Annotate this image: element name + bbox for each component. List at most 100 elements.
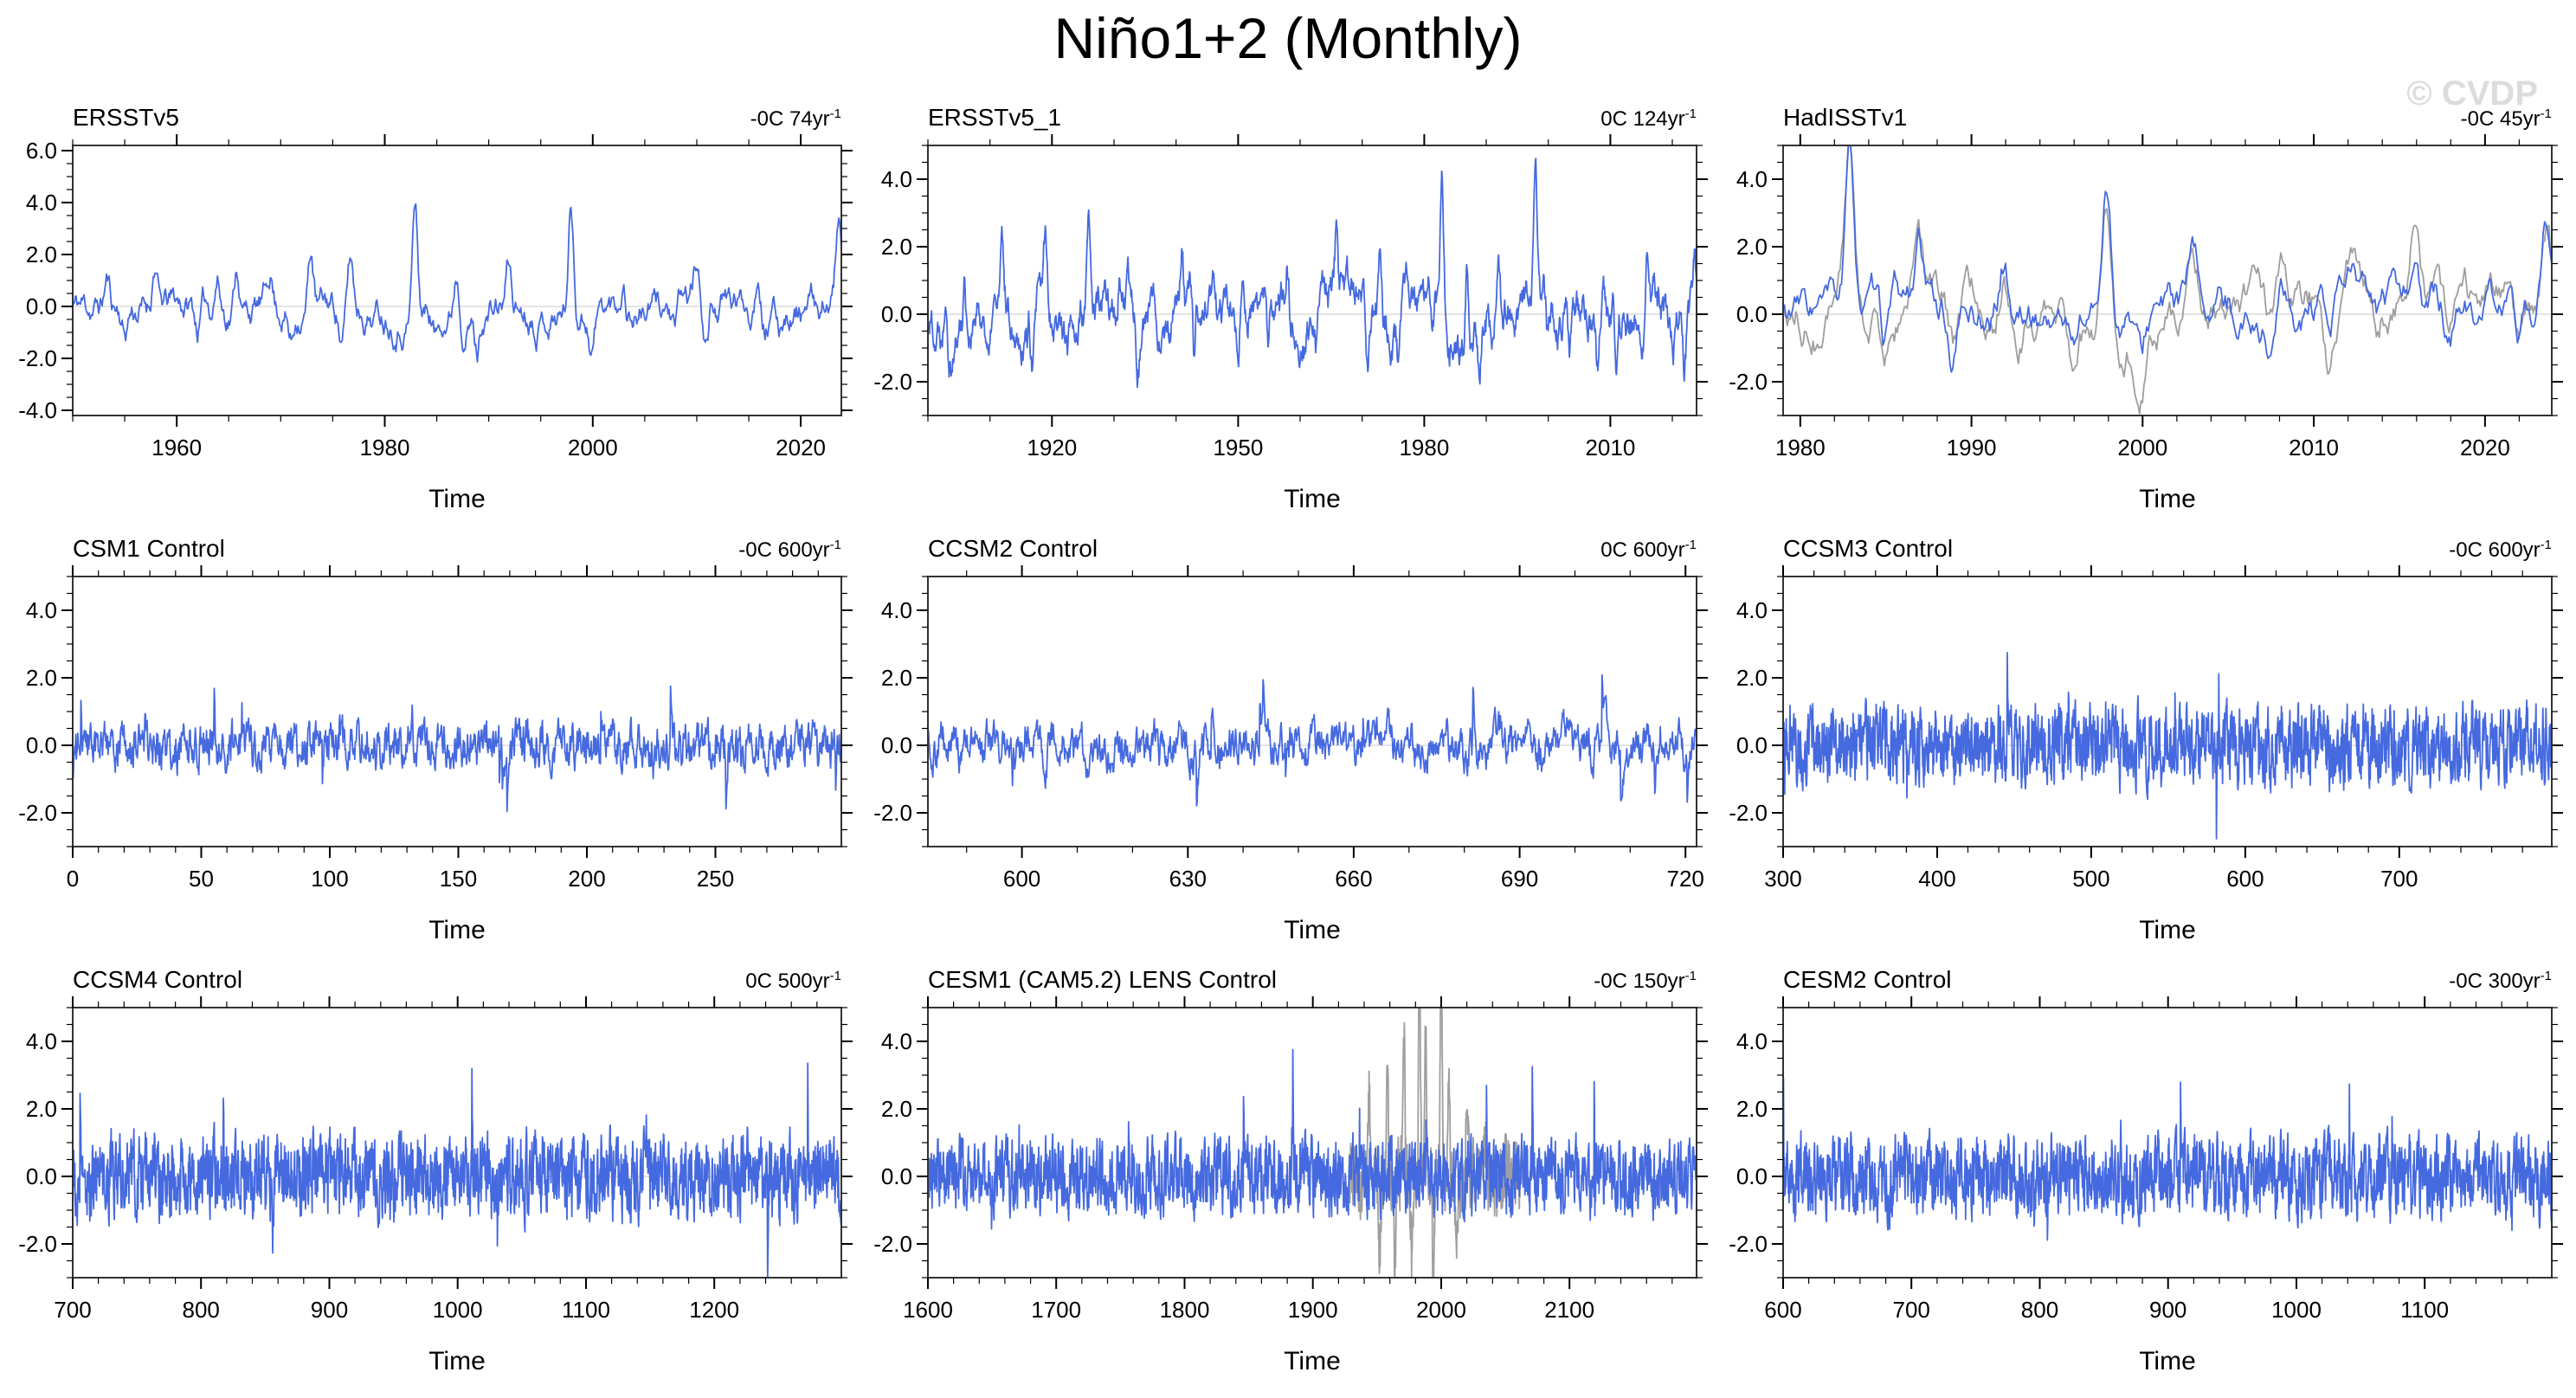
y-tick-label: 4.0 xyxy=(1736,597,1768,623)
panel-title: HadISSTv1 xyxy=(1783,104,1908,131)
panel-header: CESM2 Control -0C 300yr-1 xyxy=(1721,954,2576,995)
y-tick-label: -2.0 xyxy=(873,800,912,826)
panel-header: ERSSTv5_1 0C 124yr-1 xyxy=(866,92,1721,133)
y-tick-label: 4.0 xyxy=(1736,166,1768,192)
trend-annotation: -0C 45yr-1 xyxy=(2461,106,2552,132)
x-tick-label: 690 xyxy=(1501,866,1538,892)
y-tick-label: -2.0 xyxy=(873,1231,912,1257)
panel-title: CCSM4 Control xyxy=(73,966,243,993)
panel-header: CESM1 (CAM5.2) LENS Control -0C 150yr-1 xyxy=(866,954,1721,995)
panel-title: ERSSTv5 xyxy=(73,104,179,131)
y-tick-label: 0.0 xyxy=(1736,732,1768,758)
time-axis-label: Time xyxy=(1284,485,1341,513)
x-tick-label: 1100 xyxy=(562,1297,610,1323)
x-tick-label: 250 xyxy=(697,866,734,892)
x-tick-label: 700 xyxy=(1893,1297,1930,1323)
x-tick-label: 100 xyxy=(311,866,348,892)
x-tick-label: 660 xyxy=(1335,866,1372,892)
x-tick-label: 900 xyxy=(311,1297,348,1323)
time-axis-label: Time xyxy=(2139,1347,2196,1375)
primary-series-line xyxy=(1783,1078,2552,1241)
trend-exponent: -1 xyxy=(829,538,841,552)
x-tick-label: 2020 xyxy=(2460,435,2510,461)
plot-svg: 1600 1700 1800 1900 2000 2100 4.0 2.0 0.0 -2.0 Tim… xyxy=(873,996,1708,1375)
y-tick-label: 2.0 xyxy=(1736,234,1768,260)
plot-svg: 300 400 500 600 700 4.0 2.0 0.0 -2.0 Time xyxy=(1729,565,2563,944)
panel-header: ERSSTv5 -0C 74yr-1 xyxy=(10,92,866,133)
y-tick-label: 4.0 xyxy=(26,1028,57,1054)
axis-labels: 1920 1950 1980 2010 4.0 2.0 0.0 -2.0 xyxy=(873,166,1635,461)
timeseries-panel-ersstv5-1: ERSSTv5_1 0C 124yr-1 1920 1950 1980 2010 4.0… xyxy=(866,92,1721,523)
y-tick-label: -2.0 xyxy=(18,1231,57,1257)
x-tick-label: 2000 xyxy=(568,435,618,461)
axis-labels: 1960 1980 2000 2020 6.0 4.0 2.0 0.0 -2.0 -4.0 xyxy=(18,138,826,461)
trend-annotation: 0C 124yr-1 xyxy=(1600,106,1697,132)
y-tick-label: 0.0 xyxy=(881,732,912,758)
timeseries-panel-cesm1-lens-control: CESM1 (CAM5.2) LENS Control -0C 150yr-1 … xyxy=(866,954,1721,1385)
timeseries-panel-csm1-control: CSM1 Control -0C 600yr-1 0 50 100 150 200 250… xyxy=(10,523,866,954)
y-tick-label: 4.0 xyxy=(881,597,912,623)
axis-ticks xyxy=(917,565,1708,858)
x-tick-label: 0 xyxy=(67,866,79,892)
trend-exponent: -1 xyxy=(829,106,841,121)
time-axis-label: Time xyxy=(2139,916,2196,944)
x-tick-label: 700 xyxy=(54,1297,91,1323)
plot-svg: 600 630 660 690 720 4.0 2.0 0.0 -2.0 Time xyxy=(873,565,1708,944)
x-tick-label: 800 xyxy=(2021,1297,2058,1323)
trend-exponent: -1 xyxy=(2540,106,2552,121)
secondary-series-line xyxy=(1348,1008,1522,1278)
y-tick-label: 2.0 xyxy=(881,665,912,691)
y-tick-label: 2.0 xyxy=(1736,1096,1768,1122)
y-tick-label: 2.0 xyxy=(881,1096,912,1122)
y-tick-label: -2.0 xyxy=(18,345,57,371)
axis-labels: 700 800 900 1000 1100 1200 4.0 2.0 0.0 -2.0 xyxy=(18,1028,739,1323)
timeseries-panel-ccsm2-control: CCSM2 Control 0C 600yr-1 600 630 660 690 720… xyxy=(866,523,1721,954)
y-tick-label: -2.0 xyxy=(1729,1231,1768,1257)
x-tick-label: 2020 xyxy=(776,435,826,461)
primary-series-line xyxy=(73,685,841,813)
y-tick-label: 2.0 xyxy=(1736,665,1768,691)
x-tick-label: 50 xyxy=(189,866,214,892)
axis-ticks xyxy=(61,134,853,427)
x-tick-label: 1800 xyxy=(1160,1297,1210,1323)
trend-label: -0C 600yr xyxy=(2449,538,2541,562)
axis-ticks xyxy=(61,565,853,858)
y-tick-label: 4.0 xyxy=(881,1028,912,1054)
panel-title: CESM2 Control xyxy=(1783,966,1952,993)
y-tick-label: 0.0 xyxy=(26,293,57,319)
x-tick-label: 1000 xyxy=(2271,1297,2322,1323)
primary-series-line xyxy=(928,1048,1697,1230)
y-tick-label: 0.0 xyxy=(881,301,912,327)
trend-annotation: -0C 74yr-1 xyxy=(750,106,841,132)
time-axis-label: Time xyxy=(428,485,486,513)
trend-label: 0C 124yr xyxy=(1600,107,1685,131)
x-tick-label: 1980 xyxy=(360,435,410,461)
axis-labels: 1600 1700 1800 1900 2000 2100 4.0 2.0 0.0 -2.0 xyxy=(873,1028,1594,1323)
x-tick-label: 2000 xyxy=(1416,1297,1466,1323)
trend-annotation: -0C 600yr-1 xyxy=(738,538,841,563)
x-tick-label: 1980 xyxy=(1399,435,1449,461)
panel-title: CCSM3 Control xyxy=(1783,535,1954,562)
x-tick-label: 1980 xyxy=(1775,435,1826,461)
panel-header: CCSM4 Control 0C 500yr-1 xyxy=(10,954,866,995)
x-tick-label: 700 xyxy=(2380,866,2418,892)
x-tick-label: 1600 xyxy=(903,1297,953,1323)
y-tick-label: -4.0 xyxy=(18,397,57,423)
x-tick-label: 1200 xyxy=(689,1297,739,1323)
x-tick-label: 1990 xyxy=(1947,435,1997,461)
y-tick-label: -2.0 xyxy=(18,800,57,826)
trend-annotation: 0C 500yr-1 xyxy=(745,969,841,994)
axis-labels: 0 50 100 150 200 250 4.0 2.0 0.0 -2.0 xyxy=(18,597,734,892)
y-tick-label: 0.0 xyxy=(1736,301,1768,327)
trend-exponent: -1 xyxy=(2540,969,2552,983)
axis-ticks xyxy=(917,134,1708,427)
time-axis-label: Time xyxy=(2139,485,2196,513)
trend-label: -0C 74yr xyxy=(750,107,830,131)
plot-svg: 1960 1980 2000 2020 6.0 4.0 2.0 0.0 -2.0 -4.0 Time xyxy=(18,134,853,513)
primary-series-line xyxy=(73,1062,841,1278)
secondary-series-line xyxy=(1783,145,2552,415)
x-tick-label: 1920 xyxy=(1027,435,1077,461)
timeseries-panel-ccsm4-control: CCSM4 Control 0C 500yr-1 700 800 900 1000 11… xyxy=(10,954,866,1385)
axis-ticks xyxy=(61,996,853,1289)
time-axis-label: Time xyxy=(1284,1347,1341,1375)
